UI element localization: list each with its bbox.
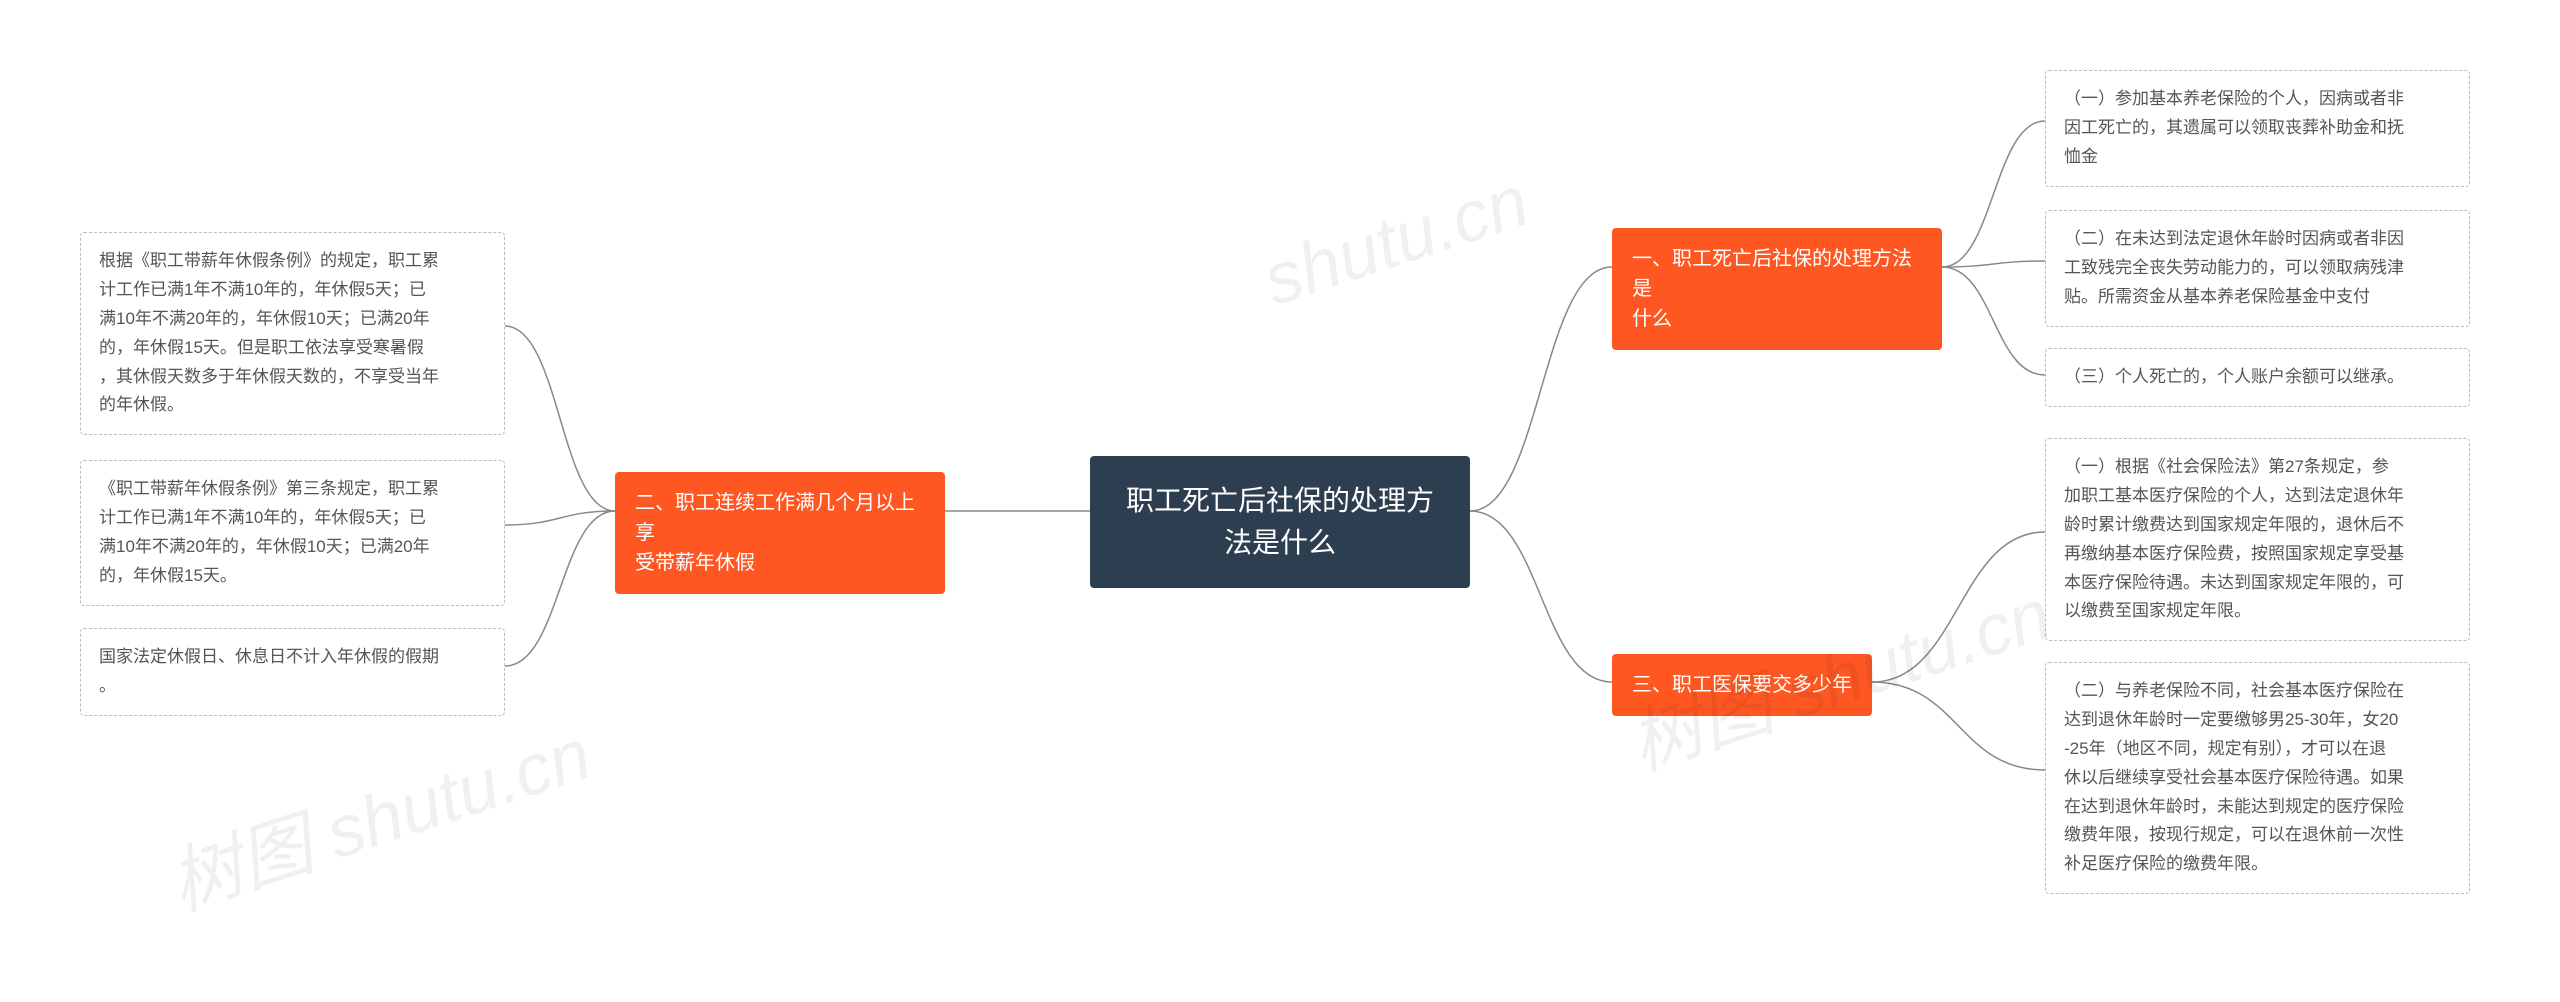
branch-node: 一、职工死亡后社保的处理方法是 什么 xyxy=(1612,228,1942,350)
watermark-text: shutu.cn xyxy=(1254,160,1538,322)
leaf-node: （二）与养老保险不同，社会基本医疗保险在 达到退休年龄时一定要缴够男25-30年… xyxy=(2045,662,2470,894)
leaf-node: （一）参加基本养老保险的个人，因病或者非 因工死亡的，其遗属可以领取丧葬补助金和… xyxy=(2045,70,2470,187)
leaf-node: 根据《职工带薪年休假条例》的规定，职工累 计工作已满1年不满10年的，年休假5天… xyxy=(80,232,505,435)
watermark-text: 树图 shutu.cn xyxy=(154,695,601,930)
leaf-node: 《职工带薪年休假条例》第三条规定，职工累 计工作已满1年不满10年的，年休假5天… xyxy=(80,460,505,606)
leaf-node: （三）个人死亡的，个人账户余额可以继承。 xyxy=(2045,348,2470,407)
branch-node: 三、职工医保要交多少年 xyxy=(1612,654,1872,716)
branch-node: 二、职工连续工作满几个月以上享 受带薪年休假 xyxy=(615,472,945,594)
leaf-node: 国家法定休假日、休息日不计入年休假的假期 。 xyxy=(80,628,505,716)
leaf-node: （二）在未达到法定退休年龄时因病或者非因 工致残完全丧失劳动能力的，可以领取病残… xyxy=(2045,210,2470,327)
center-node: 职工死亡后社保的处理方 法是什么 xyxy=(1090,456,1470,588)
leaf-node: （一）根据《社会保险法》第27条规定，参 加职工基本医疗保险的个人，达到法定退休… xyxy=(2045,438,2470,641)
